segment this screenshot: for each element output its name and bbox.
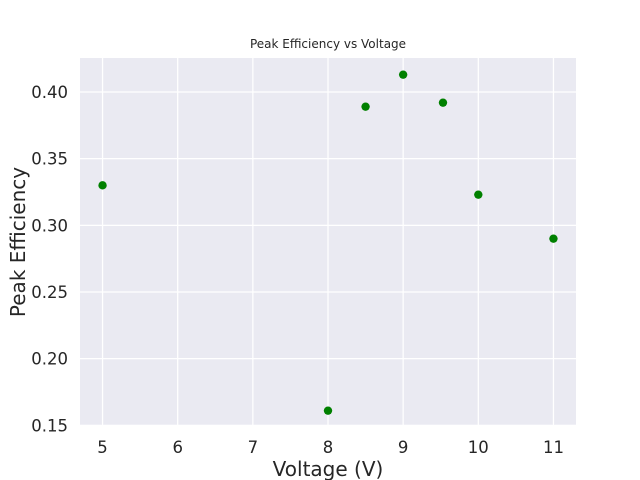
x-tick-label: 7 [248, 438, 259, 457]
y-tick-label: 0.20 [31, 350, 68, 369]
x-tick-label: 5 [97, 438, 108, 457]
y-tick-label: 0.40 [31, 83, 68, 102]
y-axis-label: Peak Efficiency [6, 167, 30, 317]
data-point [323, 406, 333, 415]
x-tick-label: 11 [543, 438, 564, 457]
data-point [549, 234, 558, 243]
y-tick-label: 0.25 [31, 283, 68, 302]
x-axis-ticks: 5 6 7 8 9 10 11 [97, 438, 564, 457]
x-tick-label: 8 [323, 438, 334, 457]
x-tick-label: 10 [468, 438, 489, 457]
x-axis-label: Voltage (V) [273, 457, 384, 480]
data-points [98, 70, 558, 415]
x-tick-label: 9 [398, 438, 409, 457]
y-tick-label: 0.15 [31, 416, 68, 435]
y-tick-label: 0.35 [31, 150, 68, 169]
data-point [438, 98, 448, 107]
y-tick-label: 0.30 [31, 216, 68, 235]
grid-lines [80, 58, 576, 426]
data-point [98, 181, 107, 190]
chart-title: Peak Efficiency vs Voltage [250, 37, 406, 51]
data-point [398, 70, 408, 79]
y-axis-ticks: 0.15 0.20 0.25 0.30 0.35 0.40 [31, 83, 68, 435]
data-point [474, 190, 483, 199]
x-tick-label: 6 [172, 438, 183, 457]
data-point [361, 102, 370, 111]
